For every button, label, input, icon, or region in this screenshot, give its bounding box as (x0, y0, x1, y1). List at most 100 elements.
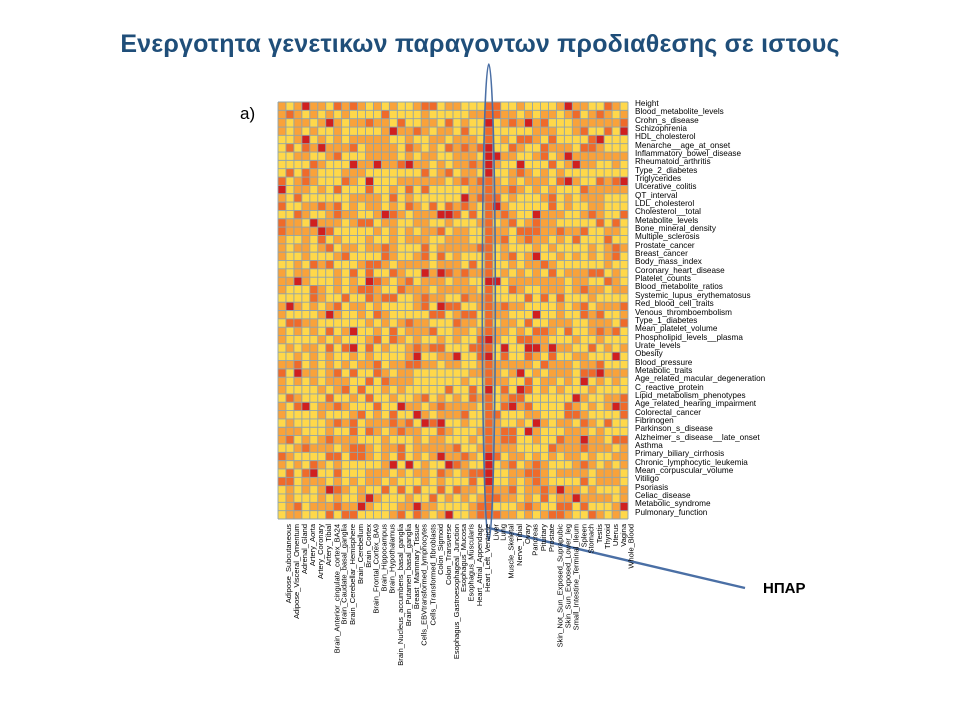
heatmap-cell (468, 352, 477, 361)
heatmap-cell (484, 193, 493, 203)
heatmap-cell (556, 177, 565, 186)
heatmap-cell (476, 127, 485, 136)
heatmap-cell (413, 260, 422, 269)
heatmap-cell (484, 427, 493, 436)
heatmap-cell (278, 177, 286, 186)
heatmap-cell (508, 477, 517, 486)
heatmap-cell (548, 435, 557, 444)
heatmap-cell (365, 377, 374, 386)
heatmap-cell (604, 268, 613, 278)
heatmap-cell (532, 343, 541, 353)
heatmap-cell (588, 427, 597, 436)
heatmap-cell (317, 327, 326, 336)
heatmap-cell (365, 410, 374, 419)
heatmap-cell (365, 118, 374, 128)
heatmap-cell (365, 152, 374, 161)
heatmap-cell (492, 135, 501, 144)
heatmap-cell (278, 143, 286, 153)
heatmap-cell (588, 368, 597, 378)
heatmap-cell (500, 102, 509, 111)
heatmap-cell (604, 118, 613, 128)
heatmap-cell (460, 435, 469, 444)
heatmap-cell (429, 410, 438, 419)
heatmap-cell (373, 252, 382, 261)
heatmap-cell (484, 310, 493, 319)
heatmap-cell (397, 343, 406, 353)
heatmap-cell (285, 135, 294, 144)
heatmap-cell (492, 443, 501, 453)
heatmap-cell (572, 152, 581, 161)
heatmap-cell (437, 468, 446, 478)
heatmap-cell (596, 493, 605, 503)
heatmap-cell (278, 243, 286, 253)
heatmap-cell (532, 418, 541, 428)
heatmap-cell (604, 252, 613, 261)
heatmap-cell (453, 293, 461, 303)
heatmap-cell (484, 502, 493, 511)
heatmap-cell (357, 127, 366, 136)
heatmap-cell (389, 202, 398, 211)
heatmap-cell (397, 285, 406, 294)
heatmap-cell (309, 285, 318, 294)
heatmap-cell (429, 335, 438, 344)
heatmap-cell (556, 102, 565, 111)
heatmap-cell (580, 102, 589, 111)
row-label: Ulcerative_colitis (635, 182, 697, 192)
heatmap-cell (572, 235, 581, 244)
heatmap-cell (293, 335, 302, 344)
heatmap-cell (492, 318, 501, 328)
heatmap-cell (445, 477, 453, 486)
row-label: Asthma (635, 440, 663, 450)
heatmap-cell (437, 185, 446, 194)
heatmap-cell (476, 143, 485, 153)
heatmap-cell (301, 118, 310, 128)
heatmap-cell (437, 168, 446, 178)
heatmap-cell (429, 127, 438, 136)
heatmap-cell (508, 427, 517, 436)
heatmap-cell (445, 460, 453, 469)
heatmap-cell (484, 443, 493, 453)
heatmap-cell (413, 152, 422, 161)
heatmap-cell (524, 285, 533, 294)
heatmap-cell (484, 418, 493, 428)
heatmap-cell (453, 410, 461, 419)
row-label: Lipid_metabolism_phenotypes (635, 390, 746, 400)
heatmap-cell (453, 185, 461, 194)
heatmap-cell (492, 202, 501, 211)
heatmap-cell (468, 285, 477, 294)
heatmap-cell (612, 193, 621, 203)
heatmap-cell (278, 485, 286, 494)
heatmap-cell (437, 227, 446, 236)
heatmap-cell (476, 327, 485, 336)
heatmap-cell (453, 277, 461, 286)
heatmap-cell (349, 260, 358, 269)
heatmap-cell (453, 485, 461, 494)
heatmap-cell (460, 177, 469, 186)
heatmap-cell (285, 335, 294, 344)
heatmap-cell (429, 452, 438, 461)
heatmap-cell (532, 427, 541, 436)
heatmap-cell (357, 227, 366, 236)
heatmap-cell (604, 418, 613, 428)
heatmap-cell (333, 277, 342, 286)
heatmap-cell (389, 235, 398, 244)
heatmap-cell (532, 368, 541, 378)
heatmap-cell (365, 352, 374, 361)
heatmap-cell (508, 402, 517, 411)
heatmap-cell (460, 310, 469, 319)
heatmap-cell (596, 427, 605, 436)
heatmap-cell (460, 252, 469, 261)
heatmap-cell (524, 327, 533, 336)
heatmap-cell (492, 218, 501, 228)
heatmap-cell (421, 110, 430, 119)
row-label: Urate_levels (635, 340, 681, 350)
heatmap-cell (476, 510, 485, 519)
heatmap-cell (508, 443, 517, 453)
heatmap-cell (580, 352, 589, 361)
heatmap-cell (437, 135, 446, 144)
row-label: Body_mass_index (635, 257, 702, 267)
heatmap-cell (437, 335, 446, 344)
heatmap-cell (564, 193, 573, 203)
heatmap-cell (445, 493, 453, 503)
heatmap-cell (476, 193, 485, 203)
